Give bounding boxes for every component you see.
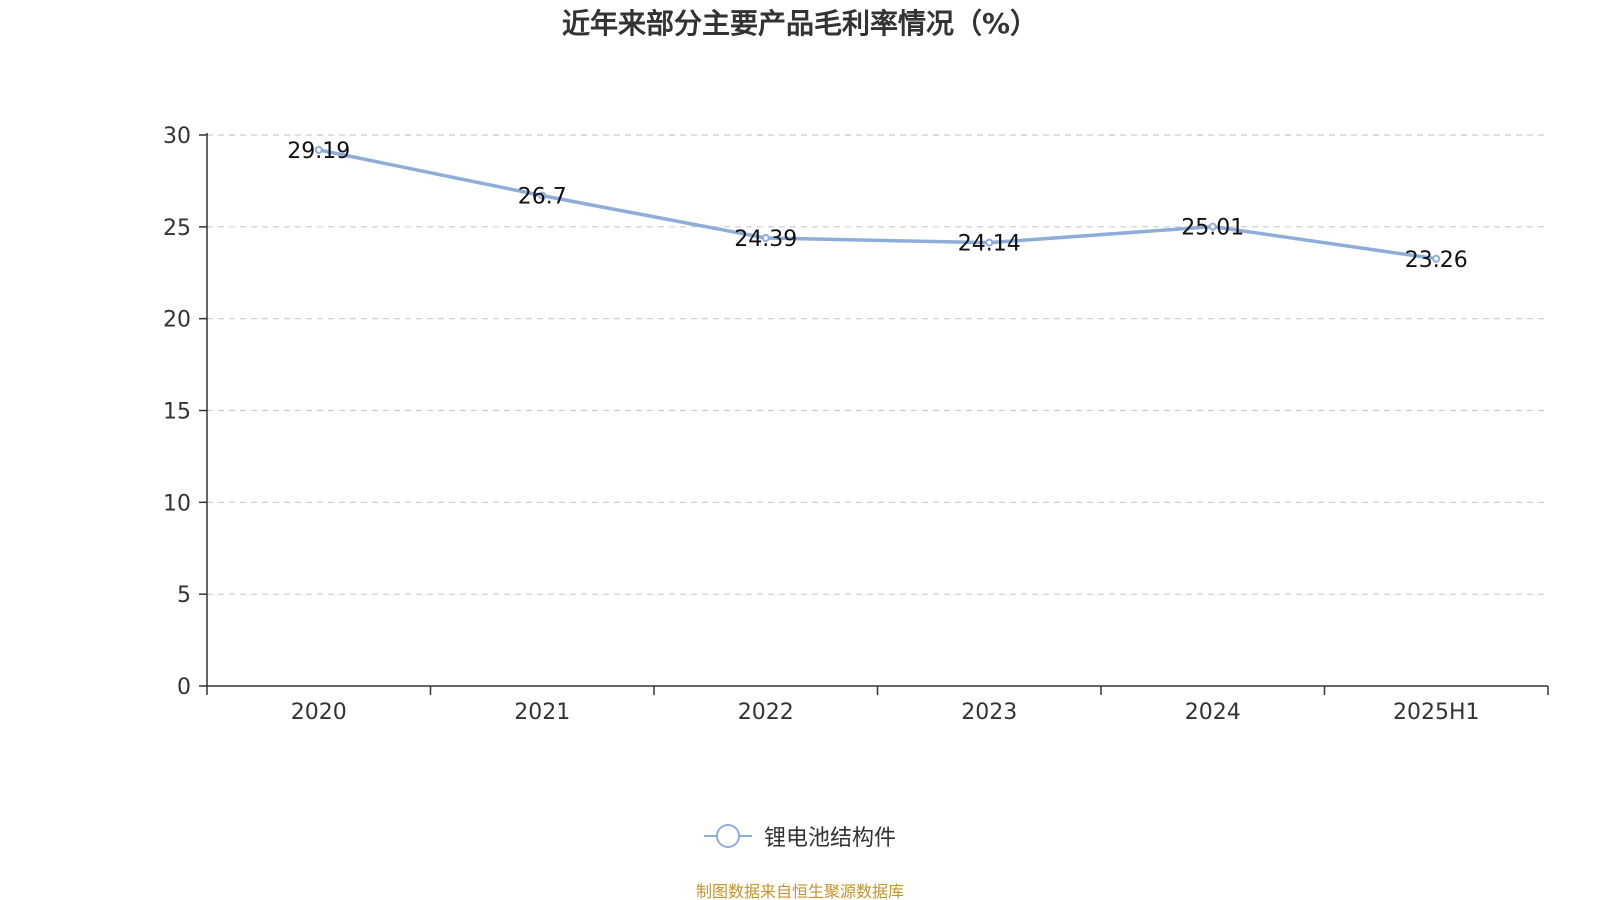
series-line bbox=[318, 148, 1437, 261]
y-tick-label: 10 bbox=[163, 491, 191, 516]
y-tick-label: 30 bbox=[163, 124, 191, 149]
data-label: 26.7 bbox=[518, 185, 567, 210]
data-point bbox=[1432, 254, 1441, 263]
y-tick-label: 20 bbox=[163, 308, 191, 333]
x-tick-label: 2023 bbox=[961, 700, 1017, 725]
gridlines bbox=[207, 134, 1548, 595]
legend-label: 锂电池结构件 bbox=[763, 826, 896, 851]
axes: 0 5 10 15 20 25 30 2020 2021 2022 2023 2024 2025H1 bbox=[163, 124, 1549, 725]
chart-title: 近年来部分主要产品毛利率情况（%） bbox=[561, 7, 1039, 40]
data-point bbox=[985, 238, 994, 247]
data-label: 23.26 bbox=[1405, 248, 1468, 273]
legend[interactable]: 锂电池结构件 bbox=[0, 820, 1600, 852]
x-tick-label: 2025H1 bbox=[1393, 700, 1480, 725]
y-tick-label: 15 bbox=[163, 400, 191, 425]
data-point bbox=[761, 234, 770, 243]
series-layer bbox=[314, 145, 1441, 263]
data-point bbox=[1208, 222, 1217, 231]
data-point bbox=[538, 191, 547, 200]
x-tick-label: 2022 bbox=[738, 700, 794, 725]
source-note: 制图数据来自恒生聚源数据库 bbox=[695, 882, 904, 900]
y-tick-label: 5 bbox=[177, 583, 191, 608]
data-label: 24.14 bbox=[958, 232, 1021, 257]
data-label: 29.19 bbox=[287, 139, 350, 164]
data-point bbox=[314, 145, 323, 154]
y-tick-label: 25 bbox=[163, 216, 191, 241]
x-tick-label: 2024 bbox=[1185, 700, 1241, 725]
y-tick-label: 0 bbox=[177, 675, 191, 700]
data-label: 24.39 bbox=[734, 227, 797, 252]
x-tick-label: 2020 bbox=[291, 700, 347, 725]
data-label: 25.01 bbox=[1181, 216, 1244, 241]
legend-line-marker-icon bbox=[703, 824, 752, 848]
x-tick-label: 2021 bbox=[514, 700, 570, 725]
data-labels: 29.19 26.7 24.39 24.14 25.01 23.26 bbox=[287, 139, 1467, 273]
